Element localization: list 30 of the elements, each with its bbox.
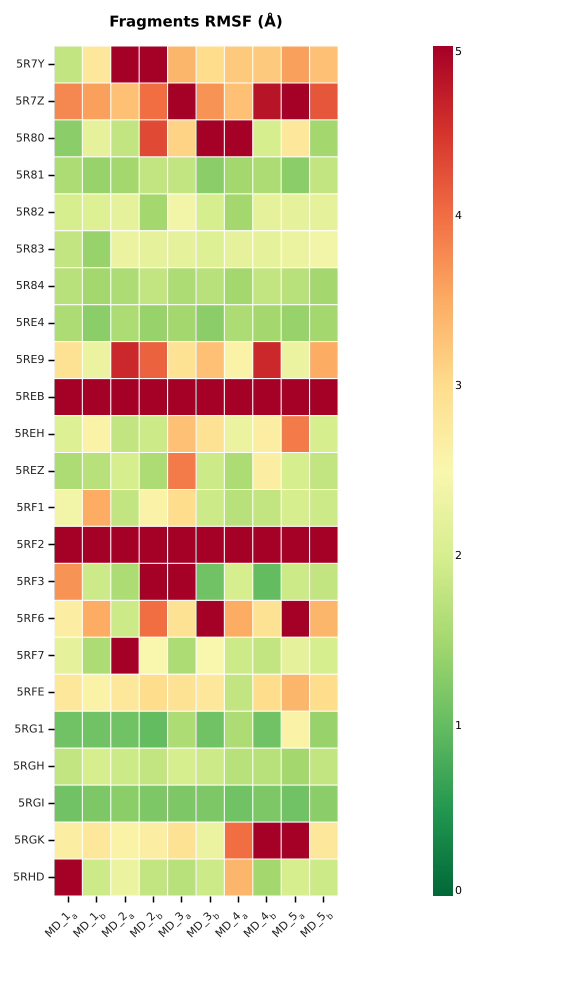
y-tick-label: 5R7Z xyxy=(15,94,45,108)
color-bar-label: 3 xyxy=(455,379,462,392)
y-tick-label: 5RF7 xyxy=(16,648,44,662)
y-tick-label: 5RF3 xyxy=(16,574,44,588)
y-tick-label: 5R83 xyxy=(16,242,44,256)
y-tick-label: 5RGK xyxy=(14,834,46,847)
y-tick-label: 5R7Y xyxy=(16,57,45,70)
y-tick-label: 5R81 xyxy=(16,168,44,182)
y-tick-label: 5R82 xyxy=(16,205,44,218)
color-bar-label: 1 xyxy=(455,719,462,732)
y-tick-label: 5RGI xyxy=(18,796,44,810)
color-bar-label: 2 xyxy=(455,549,462,562)
y-tick-label: 5REH xyxy=(14,427,44,440)
y-tick-label: 5RHD xyxy=(13,870,44,884)
y-tick-label: 5RE4 xyxy=(16,316,44,330)
y-tick-label: 5R80 xyxy=(16,131,44,144)
y-tick-label: 5RG1 xyxy=(14,722,44,736)
y-tick-label: 5RE9 xyxy=(16,353,44,366)
y-tick-label: 5RF1 xyxy=(16,500,44,514)
color-bar-label: 5 xyxy=(455,45,462,58)
chart-title: Fragments RMSF (Å) xyxy=(109,12,283,30)
y-tick-label: 5RGH xyxy=(13,760,44,773)
color-bar-label: 0 xyxy=(455,884,462,897)
y-tick-label: 5REB xyxy=(15,390,44,404)
color-bar-label: 4 xyxy=(455,209,462,222)
y-tick-label: 5RF2 xyxy=(16,538,44,551)
y-tick-label: 5R84 xyxy=(16,279,44,292)
y-tick-label: 5RF6 xyxy=(16,612,44,625)
y-tick-label: 5RFE xyxy=(16,686,45,699)
y-tick-label: 5REZ xyxy=(15,464,45,477)
